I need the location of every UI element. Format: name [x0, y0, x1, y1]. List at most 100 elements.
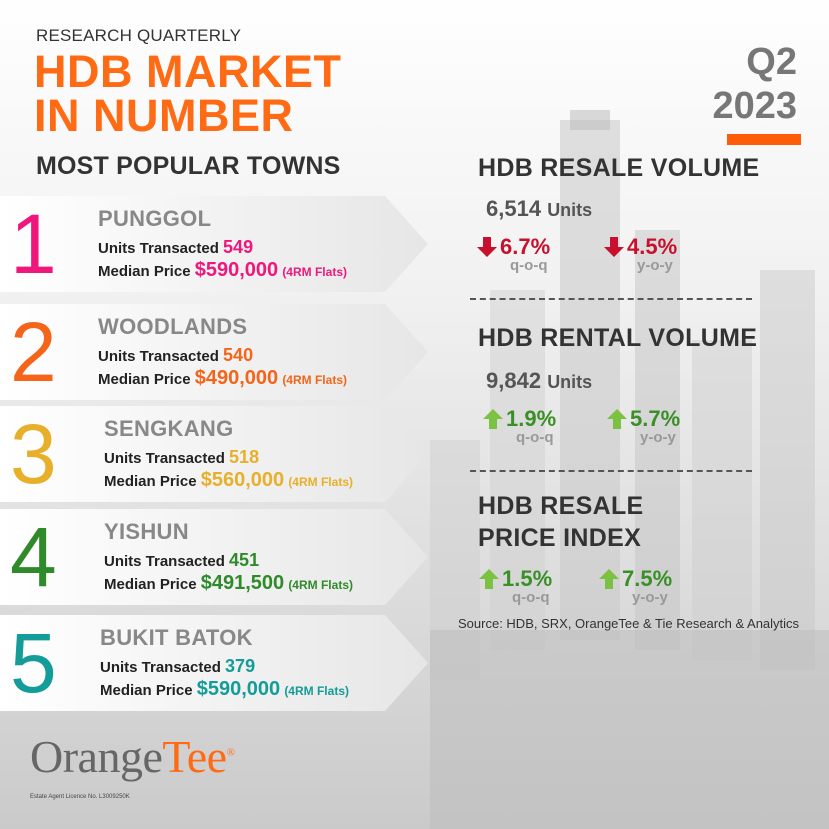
- logo-part-1: Orange: [30, 731, 163, 782]
- town-card: 5 BUKIT BATOK Units Transacted 379 Media…: [0, 615, 430, 711]
- town-card: 2 WOODLANDS Units Transacted 540 Median …: [0, 304, 430, 400]
- arrow-down-icon: [477, 237, 497, 257]
- town-card-shape: [0, 196, 428, 292]
- units-row: Units Transacted 451: [104, 550, 259, 571]
- price-label: Median Price: [98, 371, 191, 388]
- change-percent: 4.5%: [627, 234, 678, 259]
- rental-volume-unit: Units: [547, 372, 593, 392]
- town-card: 3 SENGKANG Units Transacted 518 Median P…: [0, 406, 430, 502]
- resale-volume-unit: Units: [547, 200, 593, 220]
- flat-type-note: (4RM Flats): [288, 578, 353, 592]
- quarter-line-1: Q2: [746, 41, 797, 83]
- price-value: $491,500: [200, 572, 285, 594]
- logo-part-2: Tee: [162, 731, 227, 782]
- price-row: Median Price $560,000 (4RM Flats): [104, 469, 353, 492]
- rental-volume-value: 9,842 Units: [486, 368, 592, 394]
- town-rank: 1: [10, 197, 57, 291]
- town-name: SENGKANG: [104, 416, 234, 441]
- quarter-line-2: 2023: [712, 85, 797, 127]
- units-label: Units Transacted: [98, 348, 219, 365]
- resale-volume-title: HDB RESALE VOLUME: [478, 154, 760, 182]
- arrow-down-icon: [604, 237, 624, 257]
- change-period: q-o-q: [516, 429, 554, 446]
- flat-type-note: (4RM Flats): [288, 475, 353, 489]
- price-row: Median Price $491,500 (4RM Flats): [104, 572, 353, 595]
- price-label: Median Price: [98, 263, 191, 280]
- price-label: Median Price: [104, 576, 197, 593]
- price-index-title-line-2: PRICE INDEX: [478, 524, 642, 552]
- price-row: Median Price $590,000 (4RM Flats): [100, 678, 349, 701]
- town-card-shape: [0, 509, 428, 605]
- town-rank: 5: [10, 616, 57, 710]
- rental-volume-title: HDB RENTAL VOLUME: [478, 324, 758, 352]
- resale-volume-number: 6,514: [486, 196, 542, 221]
- units-row: Units Transacted 518: [104, 447, 259, 468]
- divider-1: [470, 298, 752, 300]
- price-index-title-line-1: HDB RESALE: [478, 492, 644, 520]
- price-value: $590,000: [196, 678, 281, 700]
- town-name: YISHUN: [104, 519, 189, 544]
- price-row: Median Price $590,000 (4RM Flats): [98, 259, 347, 282]
- town-card: 4 YISHUN Units Transacted 451 Median Pri…: [0, 509, 430, 605]
- price-label: Median Price: [104, 473, 197, 490]
- units-value: 549: [223, 237, 254, 257]
- arrow-up-icon: [607, 409, 627, 429]
- city-skyline-background: [430, 110, 829, 829]
- price-value: $490,000: [194, 367, 279, 389]
- arrow-up-icon: [479, 569, 499, 589]
- price-index-title: HDB RESALE PRICE INDEX: [478, 490, 644, 554]
- resale-volume-value: 6,514 Units: [486, 196, 592, 222]
- change-percent: 6.7%: [500, 234, 551, 259]
- price-value: $590,000: [194, 259, 279, 281]
- kicker-text: RESEARCH QUARTERLY: [36, 26, 242, 45]
- change-percent: 1.5%: [502, 566, 553, 591]
- units-label: Units Transacted: [104, 450, 225, 467]
- divider-2: [470, 470, 752, 472]
- units-value: 518: [229, 447, 260, 467]
- quarter-label: Q2 2023: [677, 40, 797, 128]
- quarter-accent-bar: [727, 134, 801, 145]
- logo-registered-mark: ®: [226, 746, 235, 759]
- change-period: y-o-y: [640, 429, 676, 446]
- town-rank: 4: [10, 510, 57, 604]
- units-value: 379: [225, 656, 256, 676]
- licence-text: Estate Agent Licence No. L3009250K: [30, 794, 130, 800]
- units-label: Units Transacted: [98, 240, 219, 257]
- change-percent: 7.5%: [622, 566, 673, 591]
- flat-type-note: (4RM Flats): [284, 684, 349, 698]
- units-row: Units Transacted 549: [98, 237, 253, 258]
- change-percent: 1.9%: [506, 406, 557, 431]
- source-note: Source: HDB, SRX, OrangeTee & Tie Resear…: [458, 616, 800, 631]
- units-value: 540: [223, 345, 254, 365]
- rental-volume-number: 9,842: [486, 368, 542, 393]
- town-card: 1 PUNGGOL Units Transacted 549 Median Pr…: [0, 196, 430, 292]
- town-card-shape: [0, 406, 428, 502]
- town-name: BUKIT BATOK: [100, 625, 253, 650]
- change-period: y-o-y: [637, 257, 673, 274]
- change-period: q-o-q: [512, 589, 550, 606]
- town-card-shape: [0, 615, 428, 711]
- change-period: q-o-q: [510, 257, 548, 274]
- town-name: PUNGGOL: [98, 206, 212, 231]
- price-row: Median Price $490,000 (4RM Flats): [98, 367, 347, 390]
- units-value: 451: [229, 550, 260, 570]
- change-period: y-o-y: [632, 589, 668, 606]
- orangetee-logo: OrangeTee®: [30, 730, 235, 783]
- price-label: Median Price: [100, 682, 193, 699]
- title-line-1: HDB MARKET: [34, 46, 342, 97]
- units-label: Units Transacted: [100, 659, 221, 676]
- page-title: HDB MARKET IN NUMBER: [34, 46, 342, 141]
- town-card-shape: [0, 304, 428, 400]
- units-row: Units Transacted 379: [100, 656, 255, 677]
- arrow-up-icon: [599, 569, 619, 589]
- town-rank: 3: [10, 407, 57, 501]
- title-line-2: IN NUMBER: [34, 90, 294, 141]
- units-label: Units Transacted: [104, 553, 225, 570]
- arrow-up-icon: [483, 409, 503, 429]
- price-value: $560,000: [200, 469, 285, 491]
- town-rank: 2: [10, 305, 57, 399]
- change-percent: 5.7%: [630, 406, 681, 431]
- flat-type-note: (4RM Flats): [282, 265, 347, 279]
- flat-type-note: (4RM Flats): [282, 373, 347, 387]
- popular-towns-title: MOST POPULAR TOWNS: [36, 152, 341, 180]
